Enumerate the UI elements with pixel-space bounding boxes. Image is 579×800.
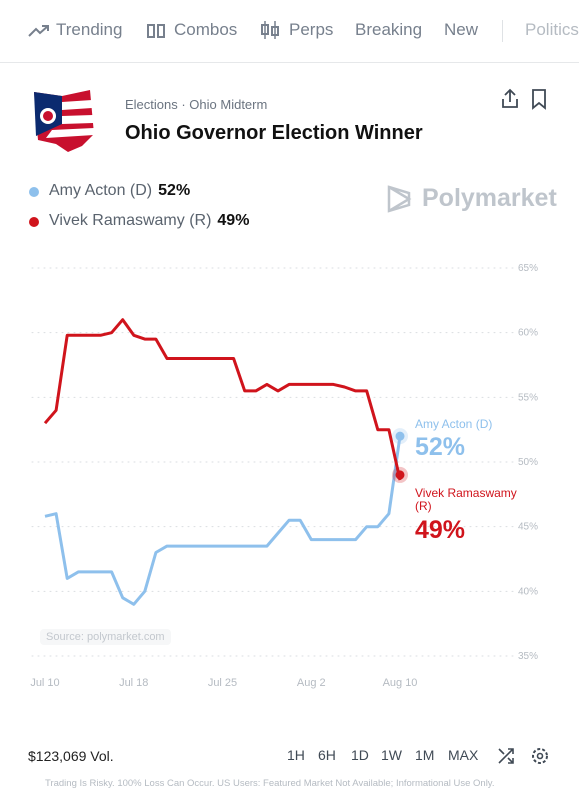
volume: $123,069 Vol.: [28, 748, 114, 764]
series-line: [44, 435, 402, 606]
market-title: Ohio Governor Election Winner: [125, 122, 423, 144]
share-icon[interactable]: [502, 88, 518, 108]
legend-dot: [29, 187, 39, 197]
legend-dot: [29, 217, 39, 227]
trend-icon: [28, 25, 49, 37]
bookmark-icon[interactable]: [532, 89, 546, 110]
legend-entry: Amy Acton (D) 52%: [49, 182, 190, 200]
nav-item[interactable]: Breaking: [355, 20, 423, 39]
nav-item[interactable]: New: [444, 20, 479, 39]
actions: [502, 88, 546, 110]
y-tick-label: 65%: [518, 263, 538, 274]
series-line: [43, 318, 402, 481]
legend-value: 52%: [158, 182, 191, 199]
y-tick-label: 60%: [518, 328, 538, 339]
range-button[interactable]: 1W: [381, 747, 402, 763]
brand: Polymarket: [422, 184, 557, 212]
y-tick-label: 45%: [518, 522, 538, 533]
source: Source: polymarket.com: [40, 629, 171, 645]
compare-icon[interactable]: [498, 748, 514, 764]
x-tick-label: Jul 25: [208, 677, 237, 689]
legend-entry: Vivek Ramaswamy (R) 49%: [49, 212, 249, 230]
perps-icon: [261, 21, 279, 39]
y-tick-label: 55%: [518, 392, 538, 403]
y-tick-label: 50%: [518, 457, 538, 468]
nav-bar: Trending Combos Perps Breaking New Polit…: [0, 0, 579, 63]
end-dot: [395, 470, 405, 480]
range-button[interactable]: MAX: [448, 747, 479, 763]
combos-icon: [147, 24, 165, 38]
nav-item[interactable]: Politics: [525, 20, 579, 39]
range-button[interactable]: 6H: [318, 747, 336, 763]
legend-name: Amy Acton (D): [49, 182, 153, 199]
breadcrumb: Elections · Ohio Midterm: [125, 97, 268, 112]
end-label-name: Amy Acton (D): [415, 417, 493, 431]
range-button[interactable]: 1M: [415, 747, 435, 763]
nav-item[interactable]: Perps: [289, 20, 334, 39]
end-label-value: 49%: [415, 516, 466, 544]
disclaimer: Trading Is Risky. 100% Loss Can Occur. U…: [45, 778, 495, 789]
legend-name: Vivek Ramaswamy (R): [49, 212, 212, 229]
nav-item[interactable]: Trending: [56, 20, 123, 39]
settings-icon[interactable]: [532, 748, 548, 764]
range-button[interactable]: 1H: [287, 747, 305, 763]
y-tick-label: 40%: [518, 586, 538, 597]
x-tick-label: Jul 10: [30, 677, 59, 689]
x-tick-label: Aug 2: [297, 677, 326, 689]
end-label-name: Vivek Ramaswamy (R): [415, 486, 517, 513]
brand-logo: [387, 185, 412, 213]
end-label-value: 52%: [415, 433, 466, 461]
legend-value: 49%: [217, 212, 250, 229]
ohio-flag: [34, 90, 94, 152]
y-tick-label: 35%: [518, 651, 538, 662]
nav-item[interactable]: Combos: [174, 20, 238, 39]
divider: [502, 20, 503, 42]
x-tick-label: Aug 10: [383, 677, 418, 689]
end-dot: [395, 431, 405, 441]
x-tick-label: Jul 18: [119, 677, 148, 689]
chart-tools: [498, 748, 548, 764]
range-button[interactable]: 1D: [351, 747, 369, 763]
